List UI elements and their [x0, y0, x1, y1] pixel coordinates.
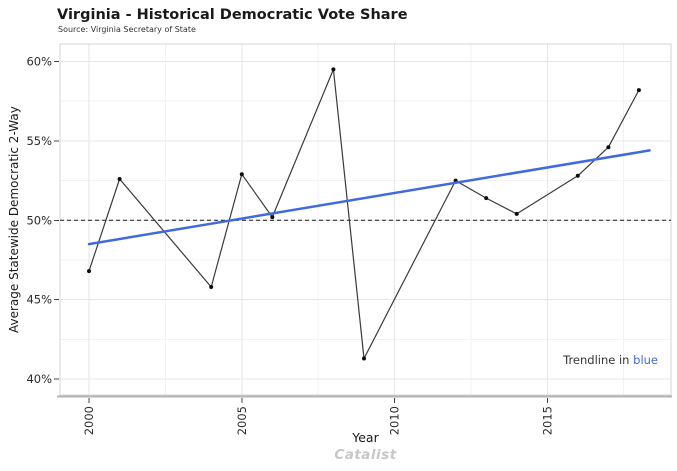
data-point — [575, 173, 580, 178]
data-point — [209, 285, 214, 289]
chart-subtitle: Source: Virginia Secretary of State — [58, 25, 196, 34]
y-tick-label: 55% — [26, 134, 52, 148]
x-axis-title: Year — [352, 430, 379, 445]
trendline-annotation-text: Trendline in — [563, 353, 634, 367]
y-tick-label: 60% — [26, 54, 52, 68]
data-point — [606, 145, 611, 150]
data-point — [239, 172, 244, 177]
x-tick-label: 2010 — [388, 406, 402, 435]
x-tick-label: 2015 — [540, 406, 554, 435]
panel-border — [59, 43, 672, 396]
trendline — [87, 149, 651, 246]
catalist-watermark: Catalist — [334, 447, 397, 463]
plot-panel — [60, 44, 671, 395]
y-tick-label: 40% — [26, 372, 52, 386]
trendline-annotation: Trendline in blue — [563, 353, 658, 367]
data-point — [87, 269, 91, 274]
chart-title: Virginia - Historical Democratic Vote Sh… — [57, 7, 408, 23]
data-point — [117, 177, 122, 181]
data-point — [514, 211, 519, 216]
x-tick-label: 2005 — [235, 406, 249, 435]
data-point — [362, 356, 366, 361]
y-tick-label: 50% — [26, 213, 52, 227]
y-tick-label: 45% — [26, 293, 52, 307]
x-tick-label: 2000 — [82, 406, 96, 435]
data-point — [270, 215, 275, 220]
trendline-annotation-highlight: blue — [633, 353, 658, 367]
data-point — [331, 67, 336, 72]
data-point — [636, 88, 641, 93]
data-point — [484, 196, 489, 201]
